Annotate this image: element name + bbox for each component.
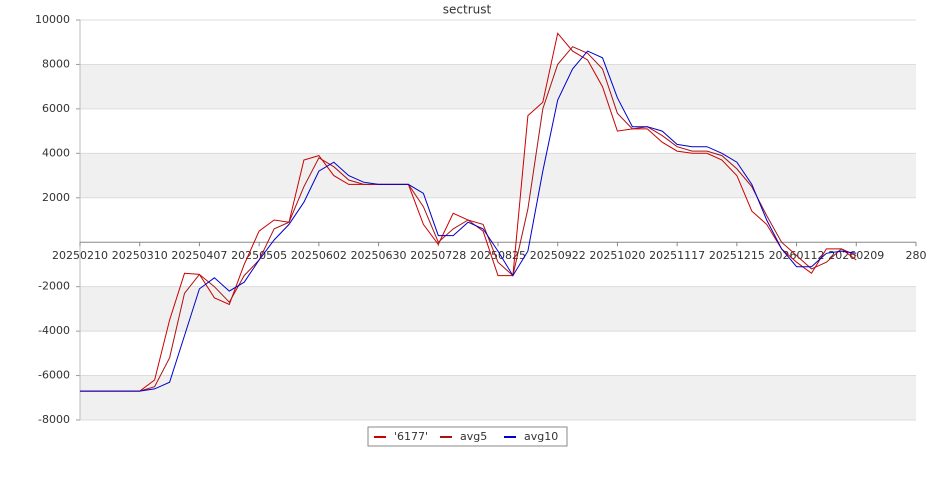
x-tick-label: 20250310: [112, 249, 168, 262]
legend-label: avg5: [460, 430, 487, 443]
grid-band: [80, 64, 916, 109]
x-tick-label: 20250602: [291, 249, 347, 262]
x-tick-label: 20250505: [231, 249, 287, 262]
x-tick-label: 20250825: [470, 249, 526, 262]
y-tick-label: 8000: [42, 57, 70, 70]
x-tick-label: 20251117: [649, 249, 705, 262]
y-tick-label: -4000: [38, 324, 70, 337]
legend: '6177' avg5 avg10: [367, 426, 568, 447]
x-tick-label: 20250630: [351, 249, 407, 262]
y-tick-label: -6000: [38, 369, 70, 382]
x-tick-label: 20251215: [709, 249, 765, 262]
chart-title: sectrust: [443, 3, 492, 17]
x-tick-label: 20250210: [52, 249, 108, 262]
grid-band: [80, 375, 916, 420]
legend-label: '6177': [394, 430, 428, 443]
x-tick-label: 20251020: [589, 249, 645, 262]
grid-band: [80, 153, 916, 198]
x-tick-label: 280: [906, 249, 927, 262]
y-tick-label: 2000: [42, 191, 70, 204]
series-line: [80, 50, 857, 392]
x-tick-label: 20250922: [530, 249, 586, 262]
y-tick-label: 10000: [35, 13, 70, 26]
grid-band: [80, 286, 916, 332]
y-tick-label: 6000: [42, 102, 70, 115]
legend-label: avg10: [524, 430, 558, 443]
y-tick-label: -2000: [38, 280, 70, 293]
x-tick-label: 20250407: [171, 249, 227, 262]
x-tick-label: 20260209: [828, 249, 884, 262]
y-tick-label: -8000: [38, 413, 70, 426]
series-line: [80, 46, 857, 392]
legend-box: [367, 426, 568, 447]
y-tick-label: 4000: [42, 146, 70, 159]
x-tick-label: 20250728: [410, 249, 466, 262]
